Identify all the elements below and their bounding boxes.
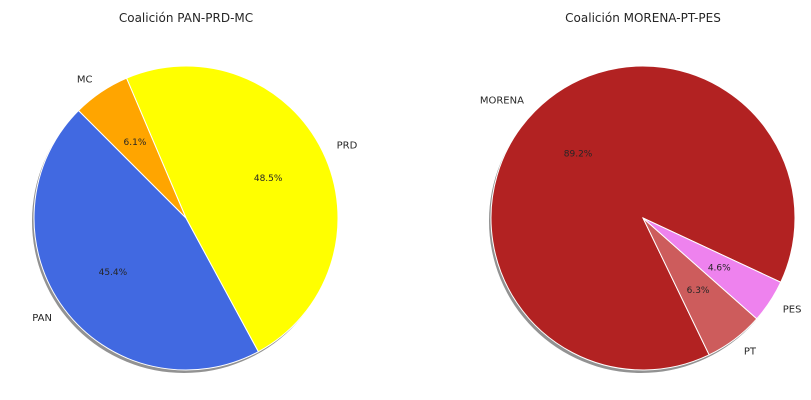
pie-slice-mc [77, 77, 187, 219]
slice-label-pt: PT [744, 346, 757, 357]
pie-chart-morena-pt-pes: MORENA 89.2% PT 6.3% PES 4.6% Coalición MORENA… [480, 11, 802, 373]
pie-slice-prd [125, 65, 339, 353]
slice-label-morena: MORENA [480, 96, 524, 107]
slice-percent-pes: 4.6% [708, 264, 731, 274]
chart-title: Coalición PAN-PRD-MC [119, 11, 253, 25]
slice-percent-mc: 6.1% [124, 138, 147, 148]
slice-percent-prd: 48.5% [254, 174, 283, 184]
chart-title: Coalición MORENA-PT-PES [565, 11, 721, 25]
slice-label-pes: PES [783, 305, 802, 316]
pie-slice-pan [33, 109, 260, 371]
slice-label-prd: PRD [337, 140, 358, 151]
slice-percent-pan: 45.4% [99, 268, 128, 278]
pie-slice-pes [642, 217, 782, 320]
slice-label-mc: MC [77, 74, 93, 85]
slice-label-pan: PAN [32, 313, 52, 324]
slice-percent-pt: 6.3% [687, 286, 710, 296]
pie-chart-pan-prd-mc: PAN 45.4% PRD 48.5% MC 6.1% Coalición PAN-PRD-… [32, 11, 358, 373]
slice-percent-morena: 89.2% [564, 149, 593, 159]
